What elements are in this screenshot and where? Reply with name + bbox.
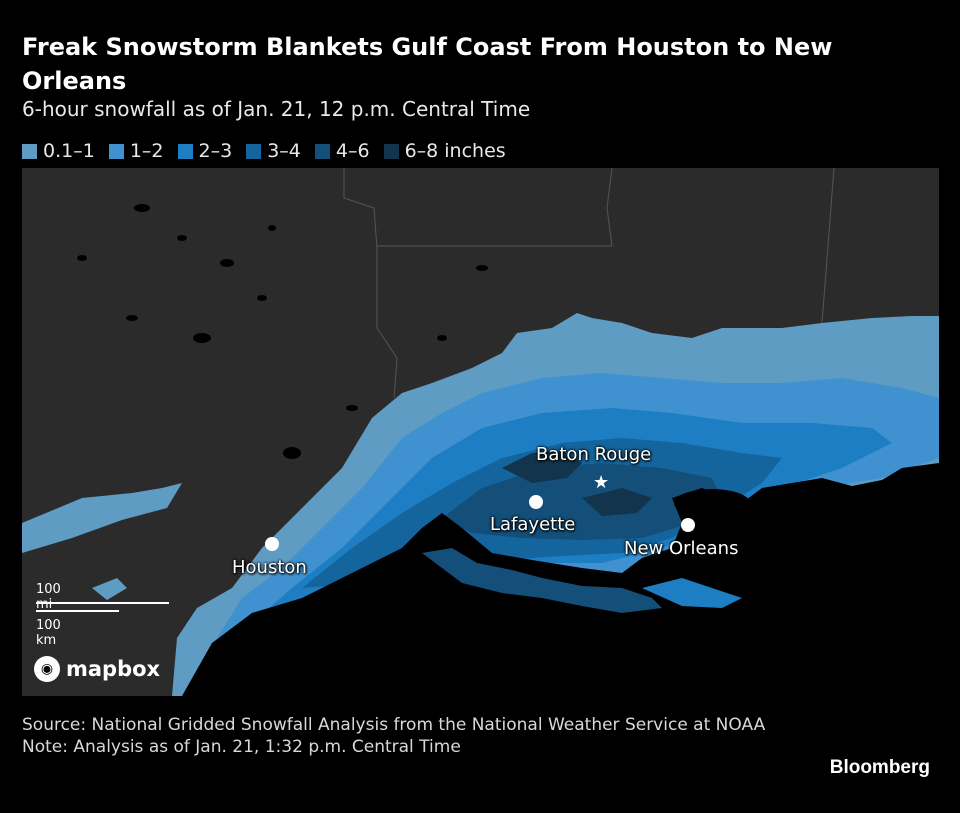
chart-title: Freak Snowstorm Blankets Gulf Coast From… [22, 33, 833, 95]
baton-rouge-star-icon[interactable]: ★ [593, 472, 610, 493]
legend-swatch [383, 143, 399, 159]
legend-swatch [108, 143, 124, 159]
legend-item-3-4: 3–4 [246, 140, 301, 162]
legend-swatch [177, 143, 193, 159]
scale-km: 100 km [36, 618, 61, 648]
map-canvas [22, 168, 939, 696]
houston-label: Houston [232, 557, 307, 578]
legend-label: 0.1–1 [43, 140, 95, 162]
legend-label: 1–2 [129, 140, 164, 162]
mapbox-attribution[interactable]: ◉ mapbox [34, 656, 160, 682]
legend-swatch [314, 143, 330, 159]
legend-item-2-3: 2–3 [177, 140, 233, 162]
snow-band-4-6 [442, 463, 722, 540]
new-orleans-marker[interactable] [681, 518, 695, 532]
lafayette-label: Lafayette [490, 514, 576, 535]
legend-swatch [22, 143, 37, 159]
legend-swatch [246, 143, 262, 159]
chart-subtitle: 6-hour snowfall as of Jan. 21, 12 p.m. C… [22, 97, 531, 121]
snowfall-map[interactable]: Houston Lafayette ★ Baton Rouge New Orle… [22, 168, 939, 696]
snow-band-6-8 [502, 451, 582, 483]
legend: 0.1–1 1–2 2–3 3–4 4–6 6–8 inches [22, 140, 520, 162]
legend-label: 6–8 inches [404, 140, 506, 162]
legend-item-0.1-1: 0.1–1 [22, 140, 95, 162]
legend-label: 4–6 [335, 140, 370, 162]
analysis-note: Note: Analysis as of Jan. 21, 1:32 p.m. … [22, 737, 461, 757]
state-border-ms [606, 168, 613, 247]
scale-miles: 100 mi [36, 582, 61, 612]
scale-bar-miles [36, 602, 169, 604]
mapbox-logo-icon: ◉ [34, 656, 60, 682]
baton-rouge-label: Baton Rouge [536, 444, 652, 465]
bloomberg-logo: Bloomberg [829, 757, 930, 778]
mapbox-text: mapbox [66, 657, 161, 681]
coast-delta-b [642, 578, 742, 608]
lakes [77, 204, 488, 459]
source-note: Source: National Gridded Snowfall Analys… [22, 715, 766, 735]
legend-label: 3–4 [267, 140, 301, 162]
lake-pontchartrain [674, 489, 750, 517]
footer: Source: National Gridded Snowfall Analys… [22, 714, 782, 758]
legend-item-6-8: 6–8 inches [383, 140, 506, 162]
snow-band-6-8-b [582, 488, 652, 516]
new-orleans-label: New Orleans [624, 538, 739, 559]
scale-bar-km [36, 610, 119, 612]
snow-band-west [22, 483, 182, 553]
houston-marker[interactable] [265, 537, 279, 551]
state-border-tx-la [343, 168, 398, 399]
coast-delta [422, 548, 662, 613]
legend-item-1-2: 1–2 [108, 140, 164, 162]
lafayette-marker[interactable] [529, 495, 543, 509]
legend-label: 2–3 [198, 140, 233, 162]
legend-item-4-6: 4–6 [314, 140, 370, 162]
snow-patch [92, 578, 127, 600]
